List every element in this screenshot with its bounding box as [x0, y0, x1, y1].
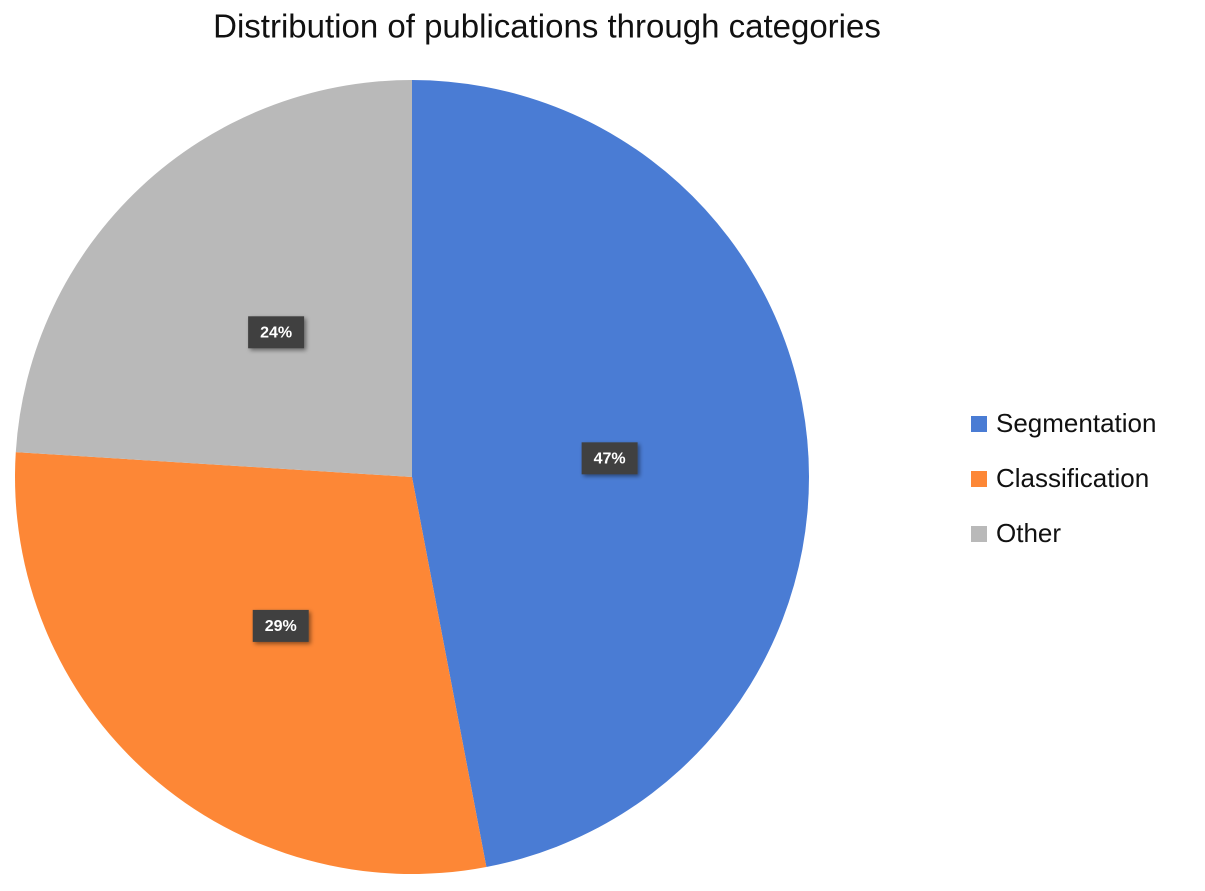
legend-swatch: [971, 471, 987, 487]
legend-label: Segmentation: [996, 408, 1156, 438]
legend-label: Other: [996, 518, 1061, 548]
legend-swatch: [971, 416, 987, 432]
data-label-box: [252, 609, 309, 642]
data-label: 29%: [265, 618, 297, 635]
chart-title: Distribution of publications through cat…: [213, 8, 881, 45]
data-label: 47%: [594, 451, 626, 468]
pie-slice: [15, 80, 413, 477]
legend-label: Classification: [996, 463, 1149, 493]
data-label-box: [581, 442, 638, 475]
pie-slice: [14, 452, 487, 874]
legend-swatch: [971, 526, 987, 542]
data-label: 24%: [260, 325, 292, 342]
data-label-box: [248, 316, 305, 349]
